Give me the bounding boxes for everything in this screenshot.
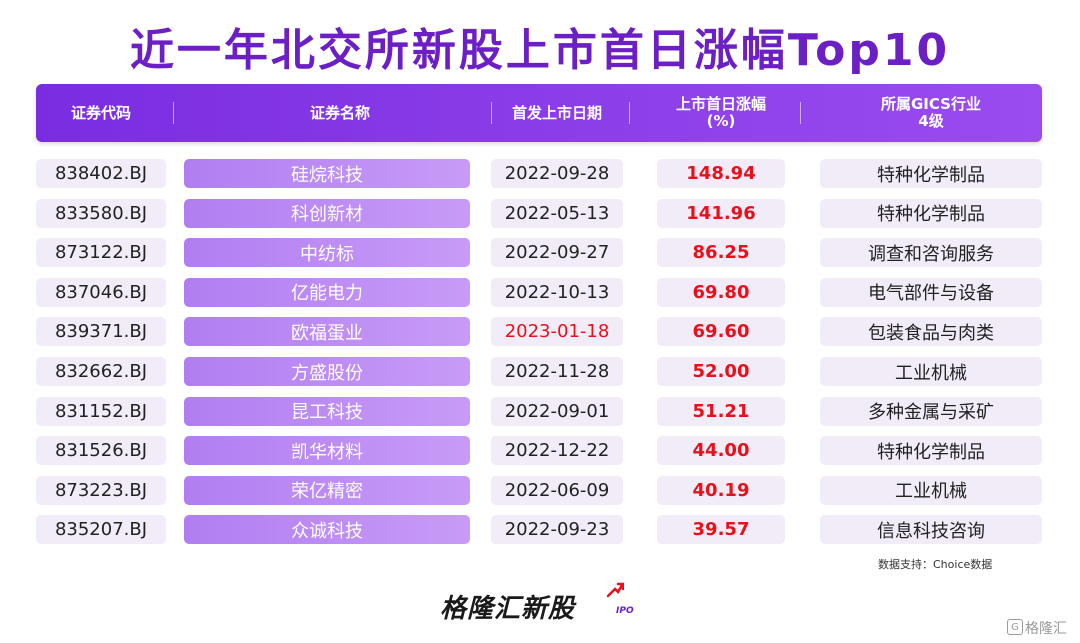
- cell-code: 835207.BJ: [36, 515, 166, 545]
- cell-gain: 40.19: [657, 475, 785, 505]
- cell-industry: 多种金属与采矿: [820, 396, 1042, 426]
- cell-industry: 特种化学制品: [820, 436, 1042, 466]
- cell-date: 2022-09-23: [491, 515, 623, 545]
- cell-code: 831152.BJ: [36, 396, 166, 426]
- table-row: 831152.BJ 昆工科技 2022-09-01 51.21 多种金属与采矿: [0, 396, 1080, 427]
- header-date: 首发上市日期: [511, 103, 602, 122]
- cell-code: 833580.BJ: [36, 198, 166, 228]
- cell-date: 2022-09-01: [491, 396, 623, 426]
- table-row: 832662.BJ 方盛股份 2022-11-28 52.00 工业机械: [0, 357, 1080, 387]
- cell-date: 2022-06-09: [491, 475, 623, 505]
- watermark-text: 格隆汇: [1025, 621, 1067, 637]
- cell-date: 2022-11-28: [491, 357, 623, 386]
- table-row: 839371.BJ 欧福蛋业 2023-01-18 69.60 包装食品与肉类: [0, 317, 1080, 347]
- header-divider: [800, 102, 801, 124]
- cell-gain: 69.60: [657, 317, 785, 347]
- cell-gain: 69.80: [657, 277, 785, 307]
- cell-name: 荣亿精密: [184, 475, 470, 505]
- cell-code: 873223.BJ: [36, 475, 166, 505]
- table-row: 837046.BJ 亿能电力 2022-10-13 69.80 电气部件与设备: [0, 277, 1080, 308]
- table-row: 873122.BJ 中纺标 2022-09-27 86.25 调查和咨询服务: [0, 238, 1080, 268]
- cell-name: 昆工科技: [184, 396, 470, 426]
- cell-industry: 信息科技咨询: [820, 515, 1042, 545]
- cell-date: 2022-09-27: [491, 238, 623, 268]
- cell-gain: 44.00: [657, 436, 785, 466]
- header-divider: [629, 102, 630, 124]
- header-gain: 上市首日涨幅 (%): [675, 95, 766, 130]
- header-divider: [173, 102, 174, 124]
- cell-gain: 39.57: [657, 515, 785, 545]
- cell-date: 2022-09-28: [491, 159, 623, 188]
- cell-name: 中纺标: [184, 238, 470, 268]
- brand-logo-text: 格隆汇新股: [440, 594, 576, 624]
- table-row: 873223.BJ 荣亿精密 2022-06-09 40.19 工业机械: [0, 475, 1080, 506]
- cell-industry: 工业机械: [820, 357, 1042, 386]
- header-name: 证券名称: [309, 103, 370, 122]
- cell-industry: 工业机械: [820, 475, 1042, 505]
- cell-code: 873122.BJ: [36, 238, 166, 268]
- cell-name: 凯华材料: [184, 436, 470, 466]
- table-header: 证券代码 证券名称 首发上市日期 上市首日涨幅 (%) 所属GICS行业 4级: [36, 84, 1042, 142]
- cell-code: 838402.BJ: [36, 159, 166, 188]
- cell-industry: 包装食品与肉类: [820, 317, 1042, 347]
- cell-date: 2022-10-13: [491, 277, 623, 307]
- table-row: 835207.BJ 众诚科技 2022-09-23 39.57 信息科技咨询: [0, 515, 1080, 545]
- cell-industry: 特种化学制品: [820, 159, 1042, 188]
- cell-name: 硅烷科技: [184, 159, 470, 188]
- table-row: 838402.BJ 硅烷科技 2022-09-28 148.94 特种化学制品: [0, 159, 1080, 189]
- table-row: 833580.BJ 科创新材 2022-05-13 141.96 特种化学制品: [0, 198, 1080, 229]
- cell-code: 832662.BJ: [36, 357, 166, 386]
- cell-gain: 86.25: [657, 238, 785, 268]
- cell-date: 2023-01-18: [491, 317, 623, 347]
- cell-gain: 141.96: [657, 198, 785, 228]
- trend-arrow-icon: [606, 582, 624, 598]
- table-row: 831526.BJ 凯华材料 2022-12-22 44.00 特种化学制品: [0, 436, 1080, 466]
- header-code: 证券代码: [70, 103, 131, 122]
- cell-code: 839371.BJ: [36, 317, 166, 347]
- cell-gain: 51.21: [657, 396, 785, 426]
- cell-name: 众诚科技: [184, 515, 470, 545]
- brand-logo-sub: IPO: [616, 606, 634, 616]
- cell-date: 2022-12-22: [491, 436, 623, 466]
- cell-name: 欧福蛋业: [184, 317, 470, 347]
- cell-name: 方盛股份: [184, 357, 470, 386]
- cell-date: 2022-05-13: [491, 198, 623, 228]
- cell-code: 831526.BJ: [36, 436, 166, 466]
- cell-industry: 特种化学制品: [820, 198, 1042, 228]
- cell-gain: 148.94: [657, 159, 785, 188]
- cell-industry: 电气部件与设备: [820, 277, 1042, 307]
- cell-gain: 52.00: [657, 357, 785, 386]
- cell-name: 亿能电力: [184, 277, 470, 307]
- cell-industry: 调查和咨询服务: [820, 238, 1042, 268]
- header-divider: [491, 102, 492, 124]
- data-source-note: 数据支持：Choice数据: [878, 558, 993, 571]
- chart-title: 近一年北交所新股上市首日涨幅Top10: [129, 25, 951, 76]
- cell-name: 科创新材: [184, 198, 470, 228]
- watermark-logo-icon: G: [1007, 619, 1023, 635]
- cell-code: 837046.BJ: [36, 277, 166, 307]
- header-industry: 所属GICS行业 4级: [881, 95, 981, 130]
